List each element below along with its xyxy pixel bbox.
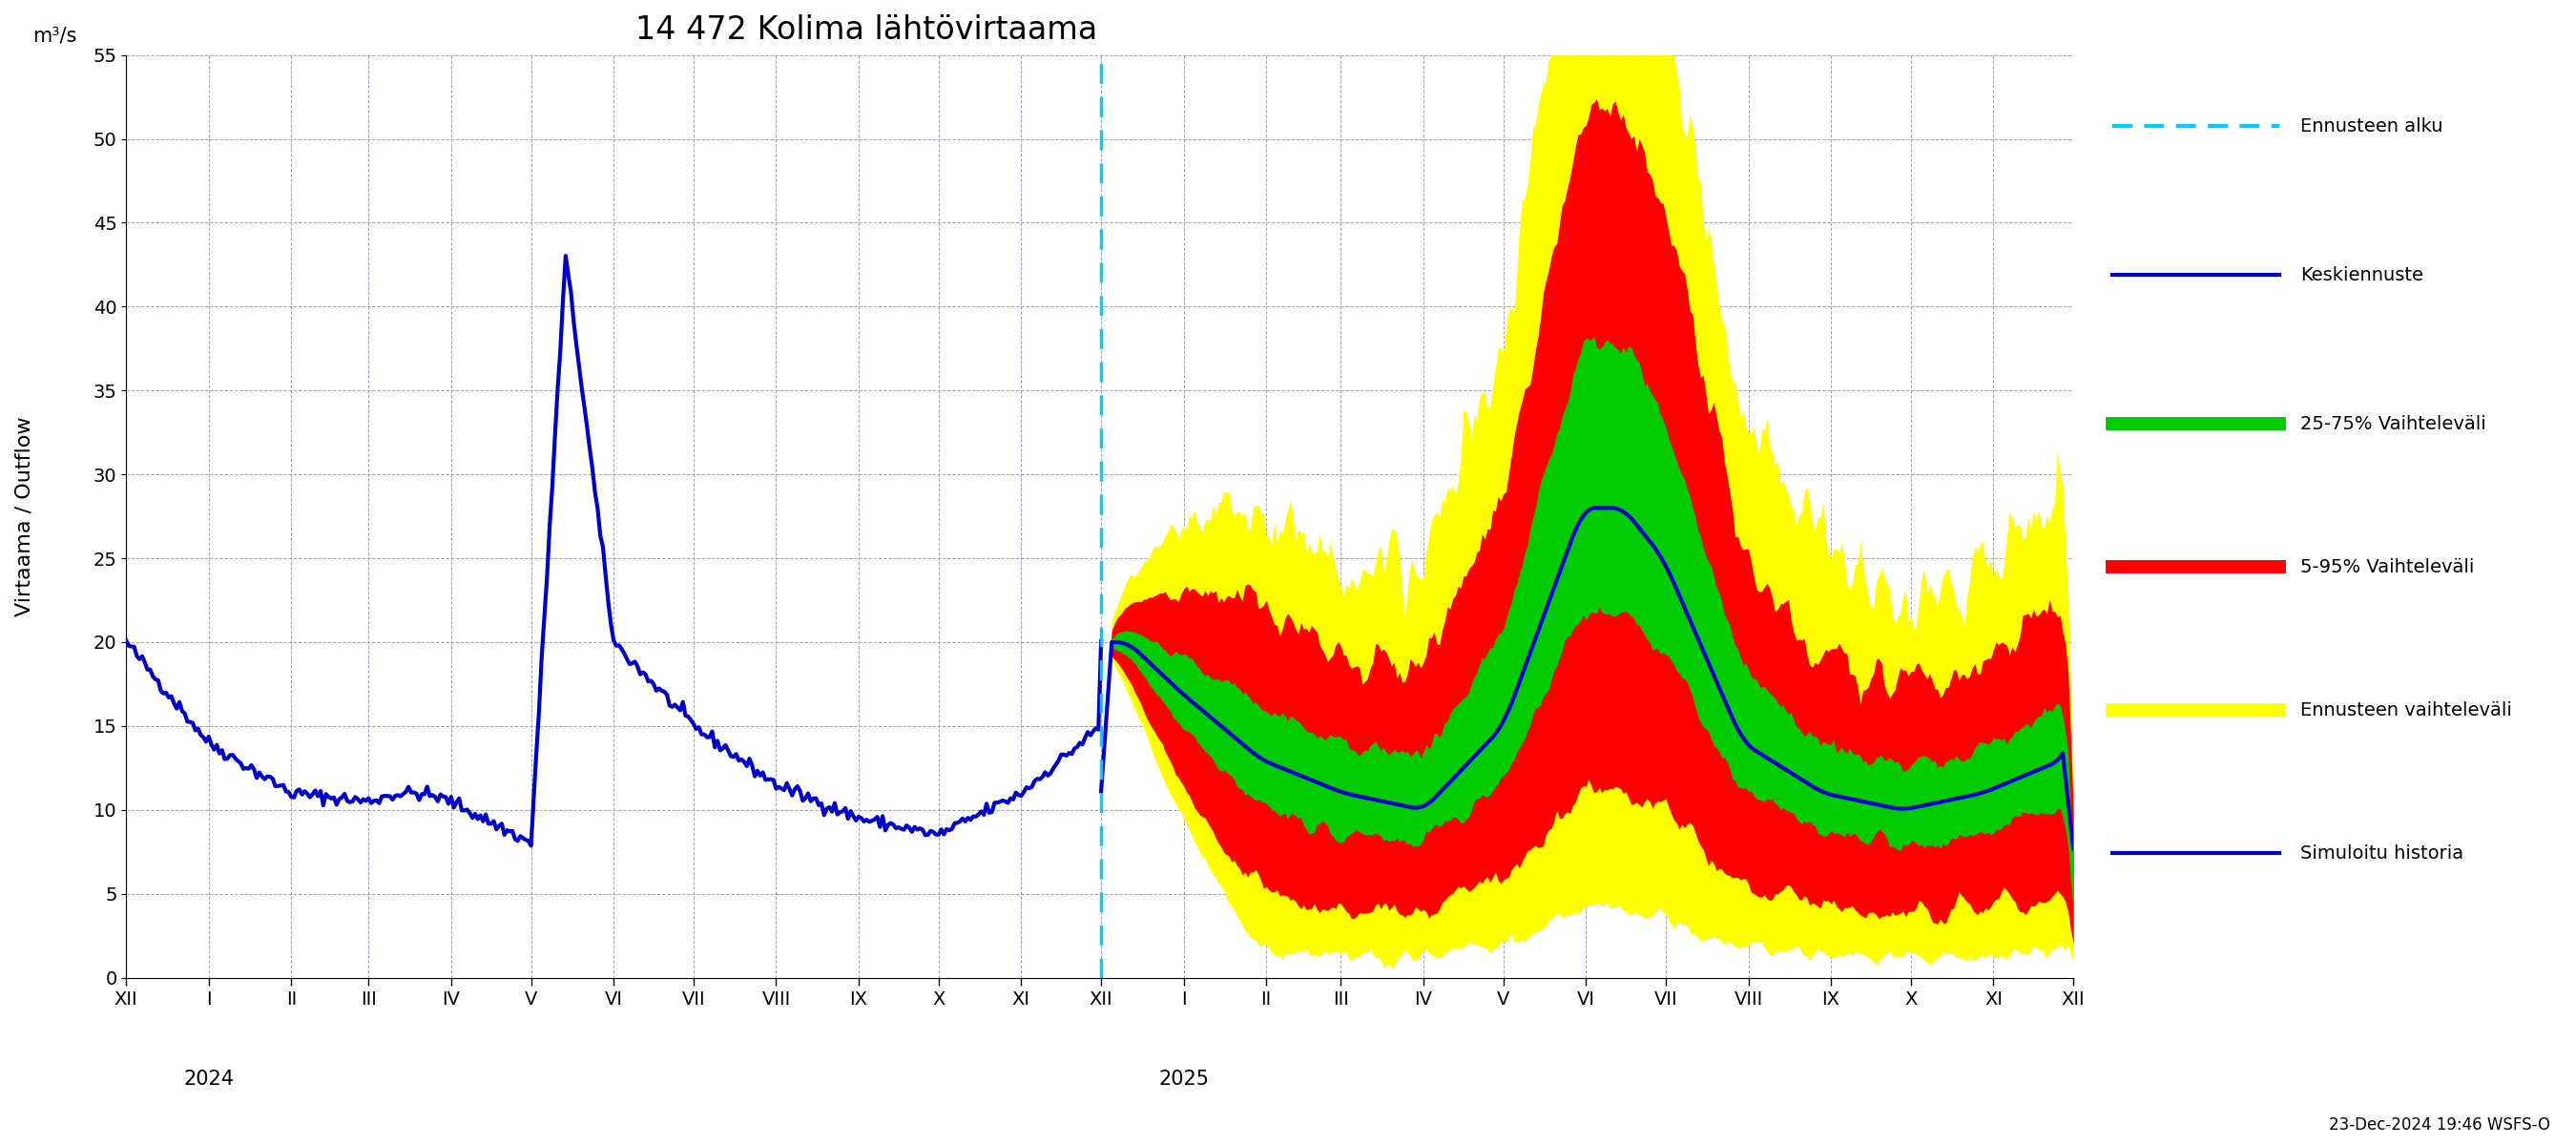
Text: 5-95% Vaihteleväli: 5-95% Vaihteleväli <box>2300 558 2473 576</box>
Text: 23-Dec-2024 19:46 WSFS-O: 23-Dec-2024 19:46 WSFS-O <box>2329 1116 2550 1134</box>
Text: 2024: 2024 <box>183 1069 234 1089</box>
Y-axis label: Virtaama / Outflow: Virtaama / Outflow <box>15 417 33 616</box>
Text: Ennusteen vaihteleväli: Ennusteen vaihteleväli <box>2300 701 2512 719</box>
Text: m³/s: m³/s <box>33 26 77 46</box>
Text: Keskiennuste: Keskiennuste <box>2300 266 2424 284</box>
Text: Simuloitu historia: Simuloitu historia <box>2300 844 2463 862</box>
Text: 25-75% Vaihteleväli: 25-75% Vaihteleväli <box>2300 414 2486 433</box>
Text: Ennusteen alku: Ennusteen alku <box>2300 117 2442 135</box>
Title: 14 472 Kolima lähtövirtaama: 14 472 Kolima lähtövirtaama <box>636 14 1097 46</box>
Text: 2025: 2025 <box>1159 1069 1208 1089</box>
